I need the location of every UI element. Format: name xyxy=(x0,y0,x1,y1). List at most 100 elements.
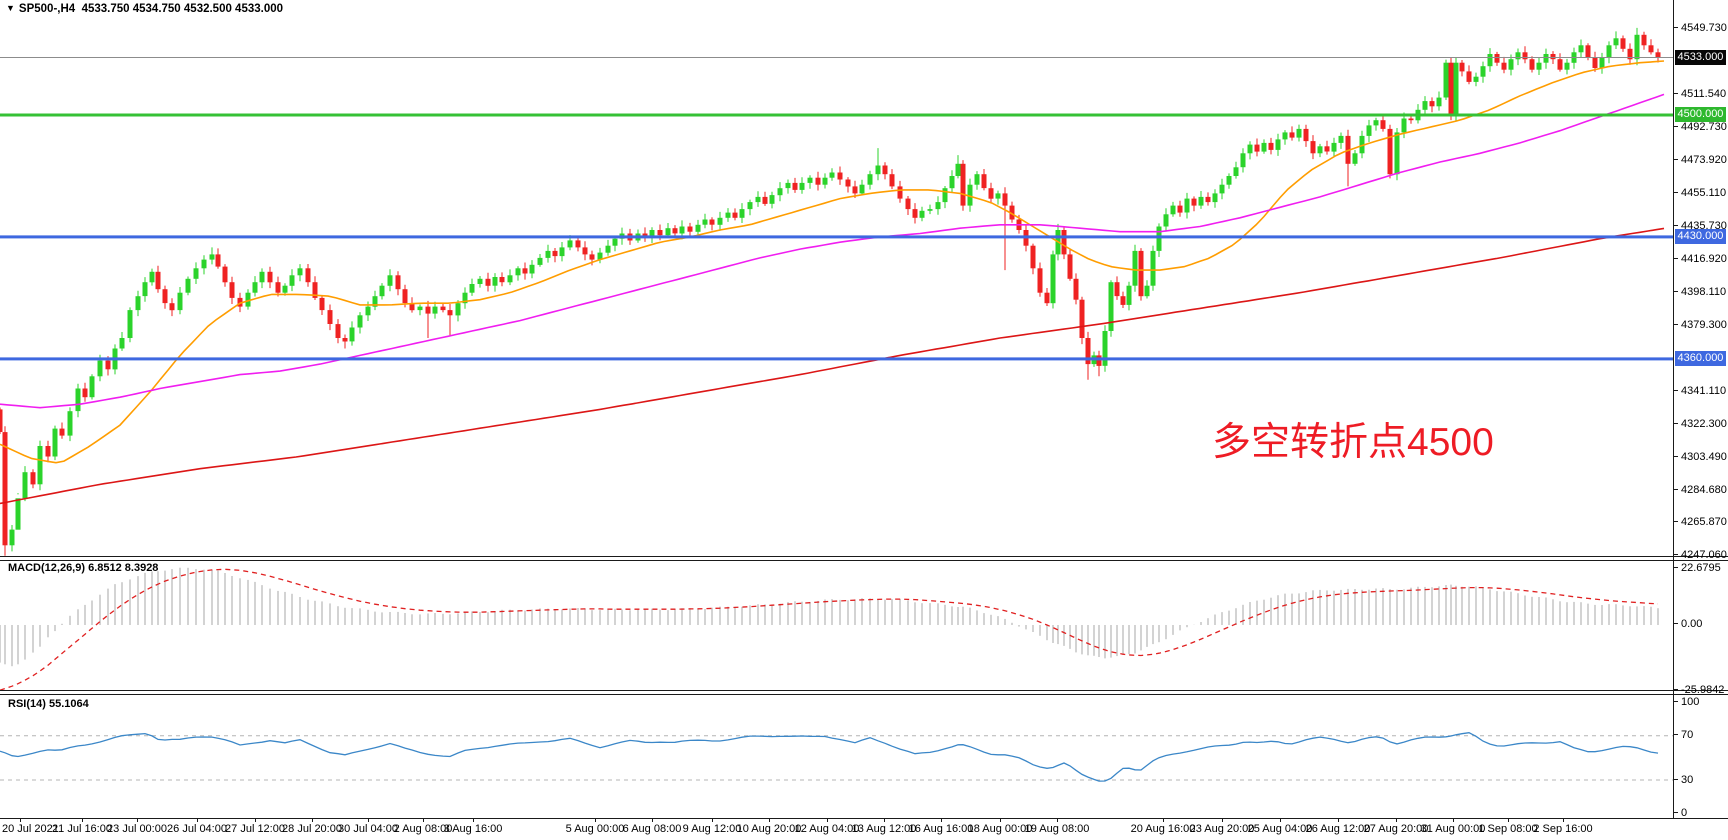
tick-dash xyxy=(1673,521,1678,522)
macd-indicator-label: MACD(12,26,9) 6.8512 8.3928 xyxy=(8,562,159,574)
time-label: 5 Aug 00:00 xyxy=(565,823,625,835)
axis-tick-label: 70 xyxy=(1673,729,1693,742)
tick-dash xyxy=(1673,258,1678,259)
time-tick xyxy=(1338,818,1339,822)
time-label: 26 Aug 12:00 xyxy=(1305,823,1371,835)
axis-tick-label: 4549.730 xyxy=(1673,22,1727,35)
tick-dash xyxy=(1673,689,1678,690)
time-label: 27 Aug 20:00 xyxy=(1363,823,1429,835)
tick-dash xyxy=(1673,27,1678,28)
time-tick xyxy=(423,818,424,822)
time-label: 2 Sep 16:00 xyxy=(1533,823,1593,835)
time-label: 1 Sep 08:00 xyxy=(1478,823,1538,835)
tick-dash xyxy=(1673,734,1678,735)
axis-tick-label: 4341.110 xyxy=(1673,385,1726,398)
time-tick xyxy=(1508,818,1509,822)
time-label: 19 Aug 08:00 xyxy=(1024,823,1090,835)
tick-dash xyxy=(1673,554,1678,555)
time-label: 27 Jul 12:00 xyxy=(225,823,285,835)
time-tick xyxy=(1222,818,1223,822)
time-label: 30 Jul 04:00 xyxy=(338,823,398,835)
time-label: 20 Jul 2021 xyxy=(2,823,59,835)
time-tick xyxy=(827,818,828,822)
time-tick xyxy=(769,818,770,822)
time-label: 23 Jul 00:00 xyxy=(107,823,167,835)
time-tick xyxy=(82,818,83,822)
time-tick xyxy=(197,818,198,822)
axis-tick-label: 4247.060 xyxy=(1673,549,1727,562)
panel-separator-macd[interactable] xyxy=(0,556,1728,561)
axis-tick-label: 4416.920 xyxy=(1673,253,1727,266)
time-tick xyxy=(1057,818,1058,822)
symbol-ohlc-header: ▼ SP500-,H4 4533.750 4534.750 4532.500 45… xyxy=(6,3,283,15)
time-label: 18 Aug 00:00 xyxy=(967,823,1033,835)
price-level-badge: 4533.000 xyxy=(1675,50,1726,65)
time-tick xyxy=(1163,818,1164,822)
axis-tick-label: 0 xyxy=(1673,807,1687,820)
price-chart-canvas[interactable] xyxy=(0,0,1673,818)
symbol-dropdown-icon[interactable]: ▼ xyxy=(6,3,15,13)
time-label: 16 Aug 16:00 xyxy=(908,823,974,835)
time-tick xyxy=(473,818,474,822)
time-tick xyxy=(941,818,942,822)
axis-tick-label: 4455.110 xyxy=(1673,187,1726,200)
axis-tick-label: 4303.490 xyxy=(1673,451,1727,464)
time-tick xyxy=(595,818,596,822)
axis-tick-label: 4511.540 xyxy=(1673,88,1726,101)
axis-tick-label: 4265.870 xyxy=(1673,516,1727,529)
tick-dash xyxy=(1673,489,1678,490)
time-label: 9 Aug 12:00 xyxy=(682,823,742,835)
time-tick xyxy=(312,818,313,822)
symbol-name: SP500-,H4 xyxy=(18,3,76,15)
time-tick xyxy=(20,818,21,822)
tick-dash xyxy=(1673,456,1678,457)
time-label: 28 Jul 20:00 xyxy=(282,823,342,835)
time-label: 31 Aug 00:00 xyxy=(1420,823,1486,835)
axis-tick-label: 4398.110 xyxy=(1673,286,1726,299)
time-label: 25 Aug 04:00 xyxy=(1247,823,1313,835)
time-label: 21 Jul 16:00 xyxy=(52,823,112,835)
time-tick xyxy=(1563,818,1564,822)
time-axis[interactable]: 20 Jul 2021 21 Jul 16:00 23 Jul 00:00 26 Ju… xyxy=(0,818,1728,840)
tick-dash xyxy=(1673,225,1678,226)
time-label: 20 Aug 16:00 xyxy=(1130,823,1196,835)
axis-tick-label: 4322.300 xyxy=(1673,418,1727,431)
time-tick xyxy=(1396,818,1397,822)
axis-tick-label: 22.6795 xyxy=(1673,562,1721,575)
tick-dash xyxy=(1673,126,1678,127)
time-tick xyxy=(255,818,256,822)
axis-tick-label: -25.9842 xyxy=(1673,684,1724,697)
tick-dash xyxy=(1673,324,1678,325)
panel-separator-rsi[interactable] xyxy=(0,690,1728,695)
time-label: 26 Jul 04:00 xyxy=(167,823,227,835)
time-tick xyxy=(1000,818,1001,822)
tick-dash xyxy=(1673,623,1678,624)
time-tick xyxy=(652,818,653,822)
price-level-badge: 4360.000 xyxy=(1675,351,1726,366)
time-tick xyxy=(368,818,369,822)
price-axis[interactable]: 4549.730 4511.540 4492.730 4473.920 4455.110… xyxy=(1673,0,1728,820)
time-label: 10 Aug 20:00 xyxy=(736,823,802,835)
time-label: 6 Aug 08:00 xyxy=(622,823,682,835)
time-label: 12 Aug 04:00 xyxy=(794,823,860,835)
time-tick xyxy=(137,818,138,822)
tick-dash xyxy=(1673,390,1678,391)
time-label: 3 Aug 16:00 xyxy=(443,823,503,835)
price-level-badge: 4500.000 xyxy=(1675,107,1726,122)
axis-tick-label: 100 xyxy=(1673,696,1699,709)
tick-dash xyxy=(1673,291,1678,292)
tick-dash xyxy=(1673,567,1678,568)
axis-tick-label: 4492.730 xyxy=(1673,121,1727,134)
ohlc-values: 4533.750 4534.750 4532.500 4533.000 xyxy=(81,3,284,15)
axis-border xyxy=(1673,0,1674,818)
axis-tick-label: 4473.920 xyxy=(1673,154,1727,167)
time-tick xyxy=(884,818,885,822)
tick-dash xyxy=(1673,701,1678,702)
tick-dash xyxy=(1673,812,1678,813)
rsi-indicator-label: RSI(14) 55.1064 xyxy=(8,698,89,710)
axis-tick-label: 30 xyxy=(1673,774,1693,787)
axis-tick-label: 4284.680 xyxy=(1673,484,1727,497)
chart-annotation-text[interactable]: 多空转折点4500 xyxy=(1212,421,1494,464)
time-label: 13 Aug 12:00 xyxy=(851,823,917,835)
